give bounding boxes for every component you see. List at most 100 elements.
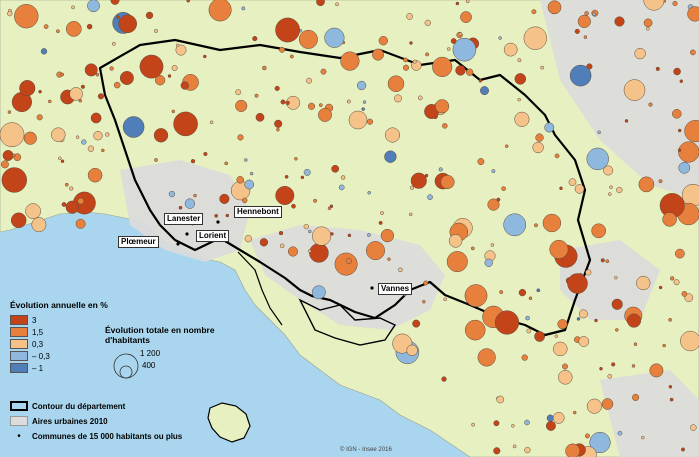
commune-circle	[673, 67, 681, 76]
commune-circle	[672, 0, 678, 7]
commune-circle	[113, 81, 121, 89]
commune-circle	[493, 420, 500, 427]
commune-circle	[576, 317, 581, 321]
commune-circle	[77, 197, 85, 205]
commune-circle	[75, 218, 86, 229]
commune-circle	[662, 212, 677, 227]
commune-circle	[690, 424, 697, 431]
commune-circle	[311, 285, 326, 300]
commune-circle	[214, 213, 219, 218]
commune-circle	[478, 79, 483, 83]
commune-circle	[86, 23, 93, 30]
legend-class-label: 3	[32, 315, 37, 325]
commune-circle	[95, 72, 100, 77]
commune-circle	[535, 133, 544, 142]
commune-circle	[638, 176, 655, 193]
commune-circle	[320, 68, 327, 75]
commune-circle	[307, 102, 316, 110]
commune-circle	[448, 234, 463, 248]
commune-circle	[470, 246, 475, 251]
commune-circle	[458, 32, 463, 36]
commune-circle	[480, 86, 489, 96]
commune-circle	[31, 217, 47, 233]
legend-swatch	[10, 315, 28, 325]
commune-circle	[346, 258, 352, 265]
commune-circle	[668, 317, 672, 322]
commune-circle	[452, 37, 477, 62]
commune-circle	[410, 172, 427, 189]
dot-label: Communes de 15 000 habitants ou plus	[32, 431, 183, 441]
city-marker	[370, 286, 374, 290]
commune-circle	[43, 24, 49, 29]
commune-circle	[601, 398, 614, 410]
commune-circle	[534, 223, 538, 228]
commune-circle	[87, 167, 103, 183]
commune-circle	[208, 0, 232, 22]
commune-circle	[394, 94, 402, 103]
commune-circle	[586, 398, 602, 414]
commune-circle	[503, 213, 527, 237]
legend-item-outline: Contour du département	[10, 400, 182, 412]
commune-circle	[496, 395, 505, 404]
commune-circle	[276, 127, 280, 132]
commune-circle	[58, 156, 62, 161]
commune-circle	[643, 0, 665, 11]
commune-circle	[356, 80, 367, 91]
commune-circle	[477, 158, 485, 166]
commune-circle	[632, 393, 640, 401]
commune-circle	[203, 54, 207, 59]
legend-class-label: 0,3	[32, 339, 44, 349]
commune-circle	[438, 167, 443, 172]
commune-circle	[408, 212, 413, 217]
commune-circle	[518, 288, 527, 297]
commune-circle	[422, 299, 426, 304]
commune-circle	[254, 93, 259, 98]
commune-circle	[219, 193, 230, 204]
commune-circle	[303, 223, 309, 230]
commune-circle	[466, 68, 474, 76]
color-legend-classes: 3 1,5 0,3 – 0,3 – 1	[10, 314, 110, 374]
size-legend-title: Évolution totale en nombre d'habitants	[105, 325, 215, 345]
commune-circle	[546, 414, 554, 422]
commune-circle	[186, 0, 190, 3]
commune-circle	[75, 135, 80, 139]
commune-circle	[658, 179, 663, 184]
commune-circle	[274, 85, 280, 91]
commune-circle	[249, 171, 254, 176]
commune-circle	[455, 65, 466, 76]
area-swatch	[10, 416, 28, 426]
commune-circle	[498, 36, 502, 40]
commune-circle	[406, 13, 413, 20]
commune-circle	[681, 447, 685, 452]
commune-circle	[367, 233, 371, 237]
commune-circle	[60, 72, 65, 77]
commune-circle	[608, 192, 612, 196]
commune-circle	[594, 318, 598, 323]
commune-circle	[178, 205, 183, 210]
commune-circle	[64, 182, 69, 187]
commune-circle	[154, 158, 158, 162]
legend-swatch	[10, 327, 28, 337]
commune-circle	[36, 114, 43, 121]
commune-circle	[244, 158, 248, 162]
commune-circle	[19, 80, 36, 97]
commune-circle	[316, 0, 325, 7]
commune-circle	[623, 79, 646, 101]
commune-circle	[554, 334, 559, 338]
commune-circle	[384, 127, 401, 143]
commune-circle	[278, 230, 284, 236]
city-marker	[216, 220, 220, 224]
commune-circle	[446, 251, 468, 273]
commune-circle	[633, 342, 638, 346]
commune-circle	[494, 310, 520, 335]
size-legend: Évolution totale en nombre d'habitants	[105, 325, 235, 345]
commune-circle	[372, 48, 384, 61]
size-legend-circles	[113, 353, 139, 379]
legend-class-1: 1,5	[10, 326, 110, 338]
commune-circle	[334, 252, 358, 276]
commune-circle	[184, 198, 196, 209]
peninsula	[237, 251, 283, 326]
commune-circle	[25, 203, 41, 219]
commune-circle	[60, 159, 65, 163]
